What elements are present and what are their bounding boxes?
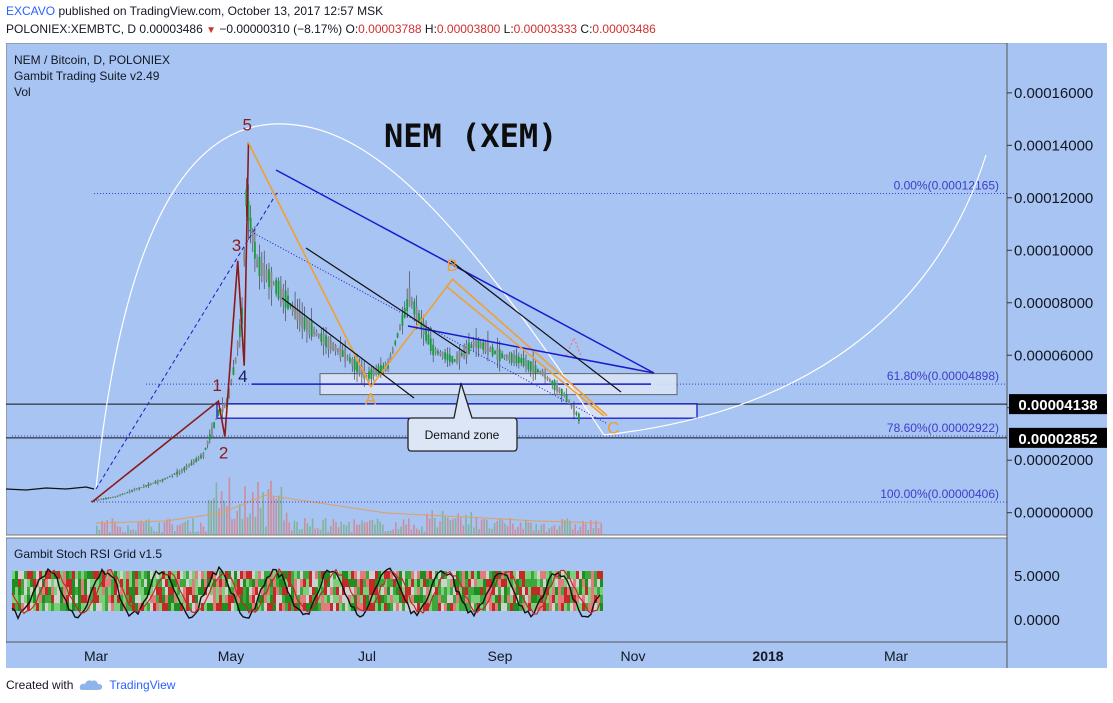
price-tick-label: 0.00014000 — [1014, 137, 1093, 154]
chart-canvas[interactable]: 0.00%(0.00012165) 61.80%(0.00004898) 78.60… — [6, 43, 1108, 668]
abc-label-A: A — [365, 390, 377, 409]
wave-label-3: 3 — [232, 236, 241, 255]
wave-label-2: 2 — [219, 444, 228, 463]
open-label: O: — [345, 22, 359, 36]
high-value: 0.00003800 — [436, 22, 501, 36]
time-tick-label: Mar — [84, 648, 108, 664]
time-tick-label: May — [218, 648, 244, 664]
demand-zone-label: Demand zone — [425, 428, 500, 442]
footer: Created with TradingView — [6, 678, 175, 692]
wave-lines — [91, 142, 608, 503]
abc-label-C: C — [607, 419, 619, 438]
legend-vol: Vol — [14, 85, 31, 99]
fib-label: 100.00%(0.00000406) — [880, 487, 999, 501]
close-label: C: — [580, 22, 593, 36]
high-label: H: — [424, 22, 437, 36]
price-tick-label: 0.00012000 — [1014, 190, 1093, 207]
tradingview-cloud-icon — [80, 680, 103, 690]
chart-labels: 1 2 3 4 5 A B C — [212, 116, 619, 463]
wave-label-4: 4 — [238, 367, 247, 386]
time-tick-label: 2018 — [752, 648, 783, 664]
chart-title: NEM (XEM) — [384, 117, 557, 155]
fib-label: 0.00%(0.00012165) — [894, 178, 999, 192]
tradingview-link[interactable]: TradingView — [109, 678, 176, 692]
abc-label-B: B — [446, 256, 457, 275]
wave-label-1: 1 — [212, 376, 221, 395]
stoch-rsi-grid — [11, 565, 603, 621]
author-link[interactable]: EXCAVO — [6, 4, 56, 18]
last-price: 0.00003486 — [139, 22, 203, 36]
open-value: 0.00003788 — [358, 22, 422, 36]
legend-title: NEM / Bitcoin, D, POLONIEX — [14, 53, 170, 67]
time-tick-label: Nov — [621, 648, 646, 664]
main-pane[interactable] — [6, 43, 1008, 536]
time-tick-label: Sep — [488, 648, 513, 664]
fib-label: 78.60%(0.00002922) — [887, 421, 999, 435]
price-tick-label: 0.00010000 — [1014, 242, 1093, 259]
price-series — [6, 178, 580, 502]
close-value: 0.00003486 — [592, 22, 656, 36]
wave-label-5: 5 — [242, 116, 251, 135]
publish-text: published on TradingView.com, October 13… — [55, 4, 384, 18]
down-arrow-icon: ▼ — [206, 25, 217, 36]
osc-tick-label: 5.0000 — [1014, 568, 1060, 585]
low-value: 0.00003333 — [513, 22, 578, 36]
price-tick-label: 0.00016000 — [1014, 85, 1093, 102]
created-with-text: Created with — [6, 678, 74, 692]
channel-lines — [275, 169, 655, 417]
price-mark-label: 0.00002852 — [1018, 431, 1097, 448]
time-tick-label: Jul — [358, 648, 376, 664]
price-axis[interactable] — [1007, 43, 1107, 668]
symbol-label: POLONIEX:XEMBTC, D — [6, 22, 137, 36]
price-tick-label: 0.00002000 — [1014, 452, 1093, 469]
low-label: L: — [503, 22, 514, 36]
publish-info: EXCAVO published on TradingView.com, Oct… — [6, 4, 383, 18]
volume-bars — [95, 477, 602, 535]
price-tick-label: 0.00008000 — [1014, 295, 1093, 312]
time-axis[interactable] — [6, 642, 1007, 668]
fib-levels: 0.00%(0.00012165) 61.80%(0.00004898) 78.60… — [6, 178, 1007, 503]
price-mark-label: 0.00004138 — [1018, 397, 1097, 414]
price-change: −0.00000310 (−8.17%) — [219, 22, 343, 36]
price-tick-label: 0.00006000 — [1014, 347, 1093, 364]
demand-zone-callout: Demand zone — [407, 382, 518, 452]
legend-indicator: Gambit Trading Suite v2.49 — [14, 69, 160, 83]
fib-label: 61.80%(0.00004898) — [887, 369, 999, 383]
oscillator-label: Gambit Stoch RSI Grid v1.5 — [14, 547, 162, 561]
ohlc-bar: POLONIEX:XEMBTC, D 0.00003486 ▼ −0.00000… — [6, 22, 656, 36]
price-tick-label: 0.00000000 — [1014, 505, 1093, 522]
osc-tick-label: 0.0000 — [1014, 612, 1060, 629]
time-tick-label: Mar — [884, 648, 908, 664]
axes: 0.00016000 0.00014000 0.00012000 0.00010000… — [84, 85, 1107, 664]
